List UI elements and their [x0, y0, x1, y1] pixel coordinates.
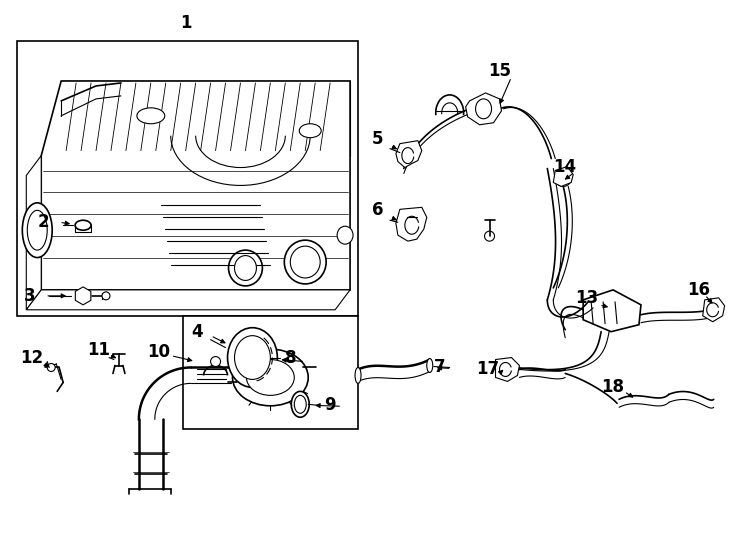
Text: 6: 6 [372, 201, 384, 219]
Text: 10: 10 [148, 342, 170, 361]
Text: 8: 8 [285, 348, 296, 367]
Bar [18, 41, 358, 316]
Polygon shape [396, 207, 426, 241]
Ellipse shape [291, 392, 309, 417]
Ellipse shape [299, 124, 321, 138]
Ellipse shape [234, 336, 270, 380]
Polygon shape [495, 357, 520, 381]
Ellipse shape [234, 255, 256, 280]
Ellipse shape [426, 359, 433, 373]
Text: 13: 13 [575, 289, 599, 307]
Text: 14: 14 [553, 158, 575, 176]
Ellipse shape [284, 240, 326, 284]
Text: 2: 2 [37, 213, 49, 231]
Text: 3: 3 [23, 287, 35, 305]
Ellipse shape [355, 368, 361, 383]
Polygon shape [702, 298, 724, 322]
Ellipse shape [22, 203, 52, 258]
Text: 4: 4 [191, 323, 203, 341]
Ellipse shape [337, 226, 353, 244]
Ellipse shape [247, 360, 294, 395]
Bar [183, 316, 358, 429]
Circle shape [102, 292, 110, 300]
Circle shape [211, 356, 220, 367]
Circle shape [47, 363, 55, 372]
Ellipse shape [137, 108, 164, 124]
Polygon shape [26, 156, 41, 310]
Text: 9: 9 [324, 396, 336, 414]
Polygon shape [553, 166, 573, 186]
Ellipse shape [233, 349, 308, 406]
Polygon shape [396, 140, 422, 167]
Polygon shape [465, 93, 501, 125]
Polygon shape [76, 287, 91, 305]
Text: 11: 11 [87, 341, 111, 359]
Ellipse shape [228, 328, 277, 387]
Text: 7: 7 [434, 359, 446, 376]
Ellipse shape [75, 220, 91, 230]
Ellipse shape [294, 395, 306, 413]
Ellipse shape [228, 250, 262, 286]
Text: 16: 16 [687, 281, 711, 299]
Text: 12: 12 [20, 348, 43, 367]
Text: 18: 18 [602, 379, 625, 396]
Text: 15: 15 [488, 62, 511, 80]
Text: 17: 17 [476, 361, 499, 379]
Polygon shape [26, 290, 350, 310]
Ellipse shape [290, 246, 320, 278]
Text: 5: 5 [372, 130, 384, 147]
Polygon shape [41, 81, 350, 290]
Text: 1: 1 [180, 14, 192, 32]
Polygon shape [61, 81, 350, 156]
Polygon shape [584, 290, 641, 332]
Ellipse shape [27, 210, 47, 250]
